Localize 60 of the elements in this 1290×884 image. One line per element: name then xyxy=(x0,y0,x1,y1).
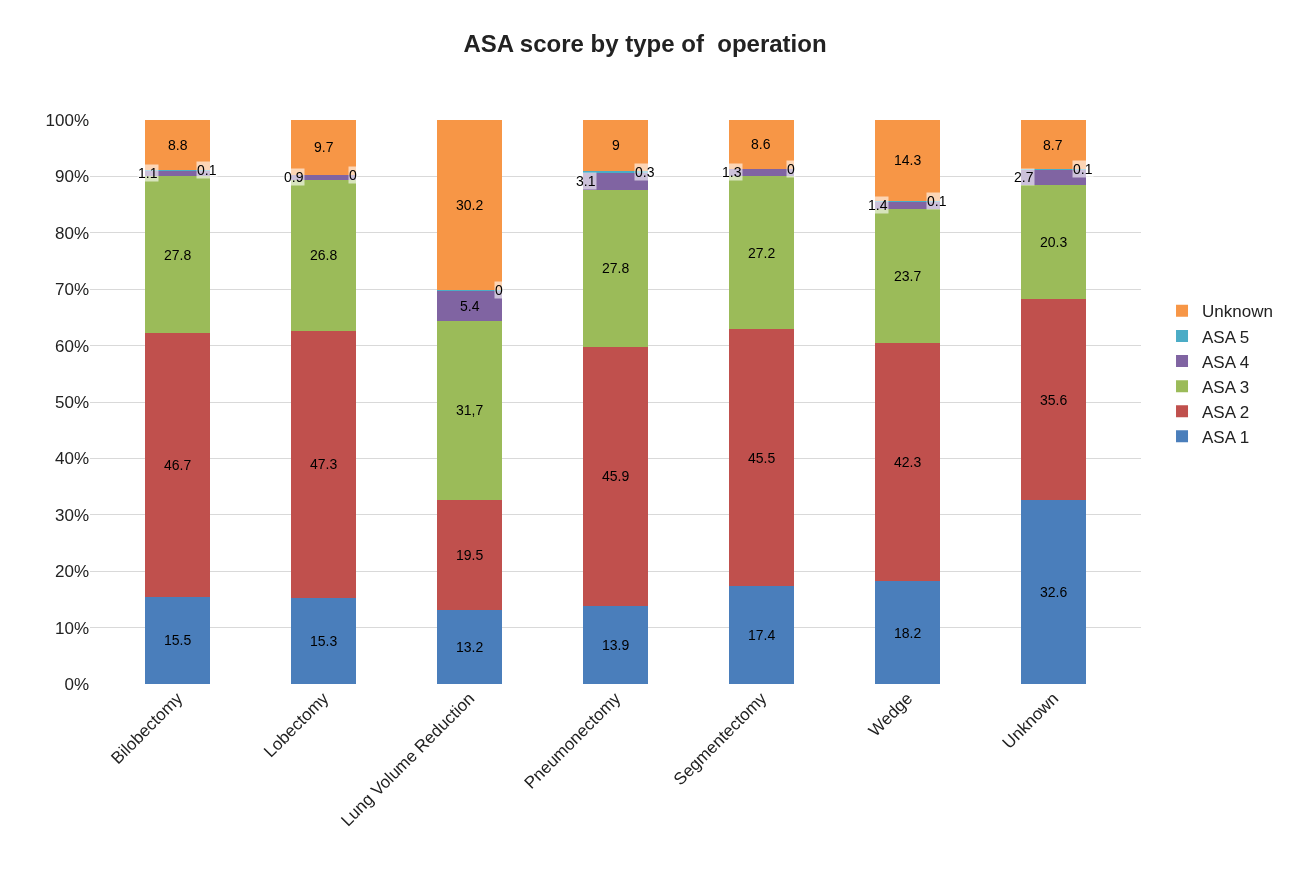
data-label: 20.3 xyxy=(1040,234,1068,250)
legend-label: ASA 5 xyxy=(1202,327,1250,347)
data-label: 14.3 xyxy=(894,152,922,168)
data-label: 32.6 xyxy=(1040,584,1068,600)
legend-label: Unknown xyxy=(1202,302,1273,322)
legend-label: ASA 1 xyxy=(1202,427,1250,447)
data-label: 0 xyxy=(495,282,503,298)
data-label: 8.6 xyxy=(751,136,771,152)
data-label: 45.9 xyxy=(602,468,630,484)
data-label: 1.4 xyxy=(868,197,888,213)
y-tick-label: 50% xyxy=(54,392,89,412)
data-label: 26.8 xyxy=(310,247,338,263)
y-tick-label: 10% xyxy=(54,618,89,638)
data-label: 1.3 xyxy=(722,164,742,180)
data-label: 19.5 xyxy=(456,547,484,563)
data-label: 0.1 xyxy=(1073,161,1093,177)
data-label: 0 xyxy=(787,161,795,177)
y-tick-label: 20% xyxy=(54,562,89,582)
y-tick-label: 0% xyxy=(64,674,89,694)
data-label: 3.1 xyxy=(576,173,596,189)
data-label: 8.8 xyxy=(168,137,188,153)
data-label: 47.3 xyxy=(310,456,338,472)
y-tick-label: 100% xyxy=(45,110,89,130)
data-label: 45.5 xyxy=(748,450,776,466)
y-tick-label: 80% xyxy=(54,223,89,243)
legend-label: ASA 2 xyxy=(1202,402,1250,422)
y-tick-label: 90% xyxy=(54,167,89,187)
data-label: 0.3 xyxy=(635,164,655,180)
data-label: 0 xyxy=(349,167,357,183)
data-label: 13.9 xyxy=(602,637,630,653)
data-label: 23.7 xyxy=(894,268,922,284)
data-label: 15.5 xyxy=(164,632,192,648)
data-label: 18.2 xyxy=(894,625,922,641)
chart-title: ASA score by type of operation xyxy=(463,30,827,58)
data-label: 35.6 xyxy=(1040,392,1068,408)
data-label: 30.2 xyxy=(456,197,484,213)
data-label: 8.7 xyxy=(1043,137,1063,153)
data-label: 9.7 xyxy=(314,139,334,155)
data-label: 0.1 xyxy=(927,193,947,209)
y-tick-label: 40% xyxy=(54,449,89,469)
data-label: 5.4 xyxy=(460,298,480,314)
legend-label: ASA 4 xyxy=(1202,352,1250,372)
data-label: 42.3 xyxy=(894,454,922,470)
data-label: 0.9 xyxy=(284,169,304,185)
data-label: 2.7 xyxy=(1014,169,1034,185)
data-label: 27.8 xyxy=(164,247,192,263)
data-label: 15.3 xyxy=(310,633,338,649)
y-tick-label: 70% xyxy=(54,280,89,300)
legend-label: ASA 3 xyxy=(1202,377,1250,397)
data-label: 1.1 xyxy=(138,165,158,181)
data-label: 9 xyxy=(612,137,620,153)
data-label: 17.4 xyxy=(748,627,776,643)
data-label: 31,7 xyxy=(456,402,484,418)
data-label: 27.8 xyxy=(602,260,630,276)
data-label: 0.1 xyxy=(197,162,217,178)
data-label: 27.2 xyxy=(748,245,776,261)
data-label: 13.2 xyxy=(456,639,484,655)
data-label: 46.7 xyxy=(164,457,192,473)
y-tick-label: 30% xyxy=(54,505,89,525)
y-tick-label: 60% xyxy=(54,336,89,356)
